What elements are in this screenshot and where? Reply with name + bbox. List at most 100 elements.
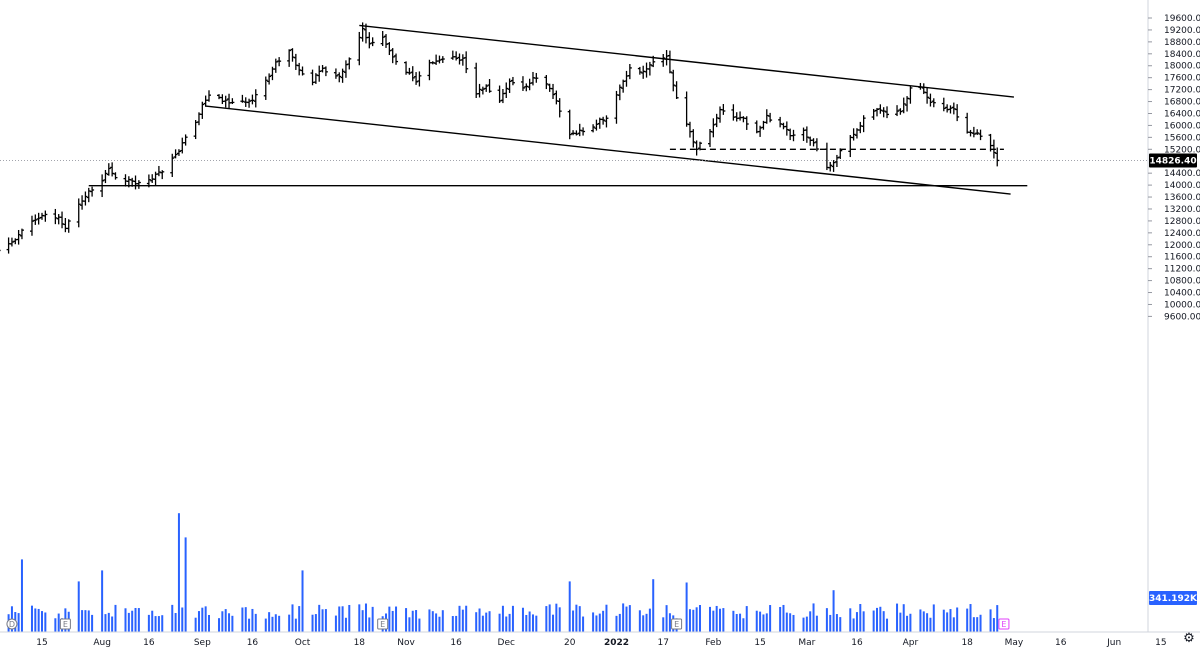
volume-bar	[605, 604, 608, 632]
volume-bar	[17, 613, 20, 632]
volume-bar	[208, 614, 210, 632]
price-tick-label: 9600.00	[1164, 312, 1200, 322]
volume-bar	[692, 609, 695, 632]
volume-bar	[942, 609, 945, 632]
volume-bar	[922, 611, 925, 632]
volume-bar	[435, 613, 438, 632]
volume-bar	[271, 616, 274, 632]
price-tick-label: 11200.00	[1164, 265, 1200, 275]
volume-bar	[87, 610, 90, 632]
gear-icon[interactable]: ⚙	[1183, 631, 1195, 646]
volume-bar	[769, 605, 772, 632]
volume-bar	[642, 615, 645, 632]
date-tick-label: Apr	[903, 638, 919, 648]
volume-bar	[338, 606, 341, 632]
volume-bar	[311, 614, 314, 632]
volume-bar	[719, 608, 722, 632]
volume-bar	[104, 614, 107, 632]
volume-bar	[221, 611, 224, 632]
volume-bar	[218, 618, 221, 632]
volume-bar	[20, 559, 23, 632]
volume-bar	[558, 607, 561, 632]
volume-bar	[535, 615, 538, 632]
volume-bar	[625, 606, 628, 632]
price-tick-label: 18000.00	[1164, 62, 1200, 72]
volume-bar	[101, 570, 104, 632]
volume-bar	[732, 610, 735, 632]
volume-bar	[926, 613, 929, 632]
volume-bar	[418, 618, 421, 632]
volume-bar	[131, 610, 134, 632]
volume-bar	[57, 613, 60, 632]
price-tick-label: 17200.00	[1164, 86, 1200, 96]
volume-bar	[368, 617, 371, 632]
volume-bar	[361, 610, 364, 632]
date-axis[interactable]: 15 Aug 16 Sep 16 Oct 18 Nov 16 Dec 20 2022 17 Feb 15 Ma…	[36, 638, 1166, 648]
volume-bar	[645, 613, 648, 632]
volume-bar	[952, 617, 955, 632]
event-marker-label: E	[63, 620, 68, 629]
volume-bar	[348, 604, 351, 632]
volume-bar	[966, 608, 969, 632]
volume-bar	[30, 605, 33, 632]
volume-bar	[835, 614, 838, 632]
volume-bar	[882, 611, 885, 632]
volume-bar	[685, 582, 688, 632]
volume-bar	[364, 603, 367, 632]
volume-bar	[428, 609, 431, 632]
earnings-marker-icon	[377, 618, 389, 630]
event-marker-label: E	[674, 620, 679, 629]
volume-bar	[54, 618, 57, 632]
volume-bar	[161, 615, 164, 632]
volume-bar	[291, 604, 294, 632]
volume-bar	[618, 613, 621, 632]
volume-bar	[481, 615, 484, 632]
volume-bar	[815, 615, 818, 632]
volume-bar	[528, 611, 531, 632]
date-tick-label: Aug	[93, 638, 111, 648]
volume-bar	[996, 605, 999, 632]
event-marker-d: D	[6, 618, 18, 630]
volume-bars	[7, 513, 999, 632]
volume-bar	[224, 609, 227, 632]
volume-bar	[739, 613, 742, 632]
last-price-label: 14826.40	[1149, 156, 1196, 166]
price-tick-label: 19200.00	[1164, 26, 1200, 36]
volume-bar	[485, 612, 488, 632]
price-axis[interactable]: 19600.00 19200.00 18800.00 18400.00 18000.00…	[1148, 14, 1200, 322]
volume-bar	[137, 608, 140, 632]
volume-bar	[779, 606, 782, 632]
date-tick-label: 16	[851, 638, 863, 648]
volume-bar	[475, 612, 478, 632]
volume-bar	[598, 613, 601, 632]
volume-bar	[949, 609, 952, 632]
price-tick-label: 12400.00	[1164, 229, 1200, 239]
volume-bar	[582, 616, 585, 632]
volume-bar	[334, 615, 337, 632]
event-marker-e: E	[59, 618, 71, 630]
price-tick-label: 18800.00	[1164, 38, 1200, 48]
volume-bar	[91, 614, 94, 632]
volume-bar	[465, 605, 468, 632]
volume-bar	[431, 611, 434, 632]
date-tick-label: 16	[1055, 638, 1067, 648]
price-tick-label: 19600.00	[1164, 14, 1200, 24]
volume-bar	[919, 609, 922, 632]
date-tick-label: Feb	[705, 638, 721, 648]
date-tick-label: 16	[143, 638, 155, 648]
volume-bar	[455, 615, 458, 632]
volume-bar	[324, 609, 327, 632]
volume-bar	[665, 605, 668, 632]
volume-bar	[622, 603, 625, 632]
volume-bar	[862, 611, 865, 632]
price-tick-label: 17600.00	[1164, 74, 1200, 84]
volume-bar	[405, 608, 408, 632]
volume-label: 341.192K	[1149, 594, 1198, 604]
date-tick-label: Mar	[798, 638, 815, 648]
volume-bar	[652, 579, 655, 632]
volume-bar	[578, 606, 581, 632]
volume-bar	[34, 608, 37, 632]
volume-bar	[184, 537, 187, 632]
volume-bar	[992, 618, 995, 632]
